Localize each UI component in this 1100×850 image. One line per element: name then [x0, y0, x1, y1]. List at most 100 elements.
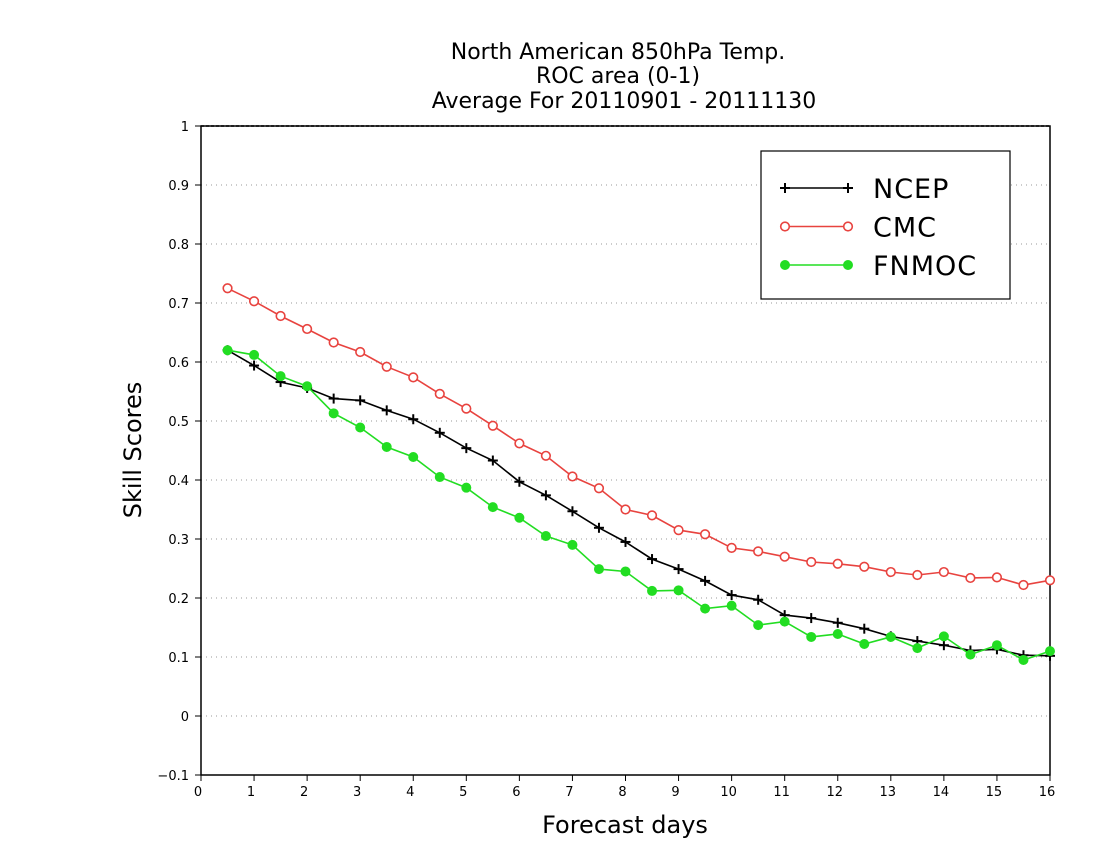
data-point-fnmoc [434, 472, 445, 483]
data-point-ncep [408, 414, 419, 425]
data-point-fnmoc [567, 539, 578, 550]
legend-marker-cmc [842, 221, 854, 232]
data-point-ncep [328, 393, 339, 404]
data-point-ncep [806, 613, 817, 624]
y-tick-label: 0.2 [168, 592, 189, 607]
legend: NCEP CMC FNMOC [760, 150, 1011, 300]
x-tick-label: 8 [618, 785, 626, 800]
y-tick-label: −0.1 [157, 769, 189, 784]
data-point-fnmoc [381, 441, 392, 452]
data-point-cmc [593, 483, 605, 494]
legend-box [760, 150, 1011, 300]
data-point-ncep [487, 455, 498, 466]
data-point-fnmoc [593, 564, 604, 575]
legend-marker-cmc [779, 221, 791, 232]
data-point-fnmoc [991, 640, 1002, 651]
data-point-fnmoc [408, 451, 419, 462]
data-point-ncep [673, 564, 684, 575]
chart-title-line-1: North American 850hPa Temp. [451, 40, 786, 65]
data-point-ncep [593, 522, 604, 533]
legend-label-fnmoc: FNMOC [873, 251, 977, 282]
series-cmc [222, 283, 1056, 591]
data-point-cmc [434, 388, 445, 399]
data-point-fnmoc [806, 631, 817, 642]
x-tick-label: 14 [933, 785, 950, 800]
data-point-fnmoc [753, 620, 764, 631]
legend-marker-fnmoc [780, 260, 790, 270]
data-point-fnmoc [832, 628, 843, 639]
y-tick-label: 0.3 [168, 533, 189, 548]
data-point-cmc [753, 546, 764, 557]
y-tick-label: 0.6 [168, 356, 189, 371]
legend-items: NCEP CMC FNMOC [779, 174, 977, 282]
data-point-cmc [540, 450, 552, 461]
y-tick-label: 0.1 [168, 651, 189, 666]
data-point-cmc [514, 438, 525, 449]
data-point-fnmoc [938, 631, 949, 642]
data-point-ncep [938, 640, 949, 651]
data-point-ncep [647, 554, 658, 565]
y-tick-label: 0.9 [168, 179, 189, 194]
x-tick-label: 3 [353, 785, 361, 800]
data-point-cmc [965, 572, 976, 584]
data-point-cmc [726, 542, 737, 553]
data-point-fnmoc [779, 616, 790, 627]
tick-layer: −0.100.10.20.30.40.50.60.70.80.910 1 2 3 4 5 6… [157, 120, 1055, 800]
data-point-fnmoc [673, 585, 684, 596]
data-point-fnmoc [540, 531, 551, 542]
data-point-cmc [1018, 579, 1029, 591]
x-tick-label: 5 [459, 785, 467, 800]
x-tick-label: 0 [194, 785, 202, 800]
data-point-cmc [832, 558, 843, 569]
data-point-cmc [275, 310, 286, 322]
y-tick-label: 0.7 [168, 297, 189, 312]
data-point-fnmoc [275, 371, 286, 382]
data-point-fnmoc [487, 502, 498, 513]
x-tick-label: 12 [826, 785, 843, 800]
data-point-fnmoc [912, 643, 923, 654]
data-point-fnmoc [302, 381, 313, 392]
data-point-cmc [1044, 575, 1056, 586]
x-tick-label: 9 [671, 785, 679, 800]
x-tick-label: 6 [512, 785, 520, 800]
data-point-fnmoc [620, 566, 631, 577]
data-point-fnmoc [700, 603, 711, 614]
data-point-ncep [540, 490, 551, 501]
series-layer [222, 283, 1056, 665]
data-point-ncep [620, 536, 631, 547]
data-point-cmc [859, 561, 870, 572]
data-point-ncep [753, 594, 764, 605]
legend-item-fnmoc: FNMOC [780, 251, 977, 282]
x-tick-label: 1 [247, 785, 255, 800]
data-point-cmc [222, 283, 233, 294]
series-fnmoc [222, 345, 1055, 665]
data-point-cmc [328, 337, 339, 348]
data-point-cmc [408, 372, 419, 383]
data-point-cmc [991, 572, 1003, 583]
data-point-fnmoc [1018, 654, 1029, 665]
data-point-cmc [885, 566, 896, 578]
legend-marker-ncep [843, 183, 853, 193]
data-point-cmc [248, 296, 260, 307]
data-point-fnmoc [222, 345, 233, 356]
data-point-ncep [514, 476, 525, 487]
data-point-ncep [461, 443, 472, 454]
legend-item-cmc: CMC [779, 213, 936, 244]
data-point-cmc [302, 323, 313, 335]
data-point-cmc [806, 556, 817, 568]
data-point-cmc [938, 566, 949, 578]
x-tick-label: 16 [1039, 785, 1056, 800]
series-ncep [222, 345, 1055, 661]
legend-item-ncep: NCEP [780, 174, 948, 205]
series-line-fnmoc [227, 349, 1051, 661]
y-tick-label: 0.8 [168, 238, 189, 253]
x-tick-label: 4 [406, 785, 414, 800]
data-point-fnmoc [859, 639, 870, 650]
data-point-fnmoc [461, 482, 472, 493]
x-tick-label: 13 [880, 785, 897, 800]
y-axis-label: Skill Scores [119, 382, 147, 519]
x-axis-label: Forecast days [542, 811, 708, 839]
data-point-fnmoc [726, 600, 737, 611]
